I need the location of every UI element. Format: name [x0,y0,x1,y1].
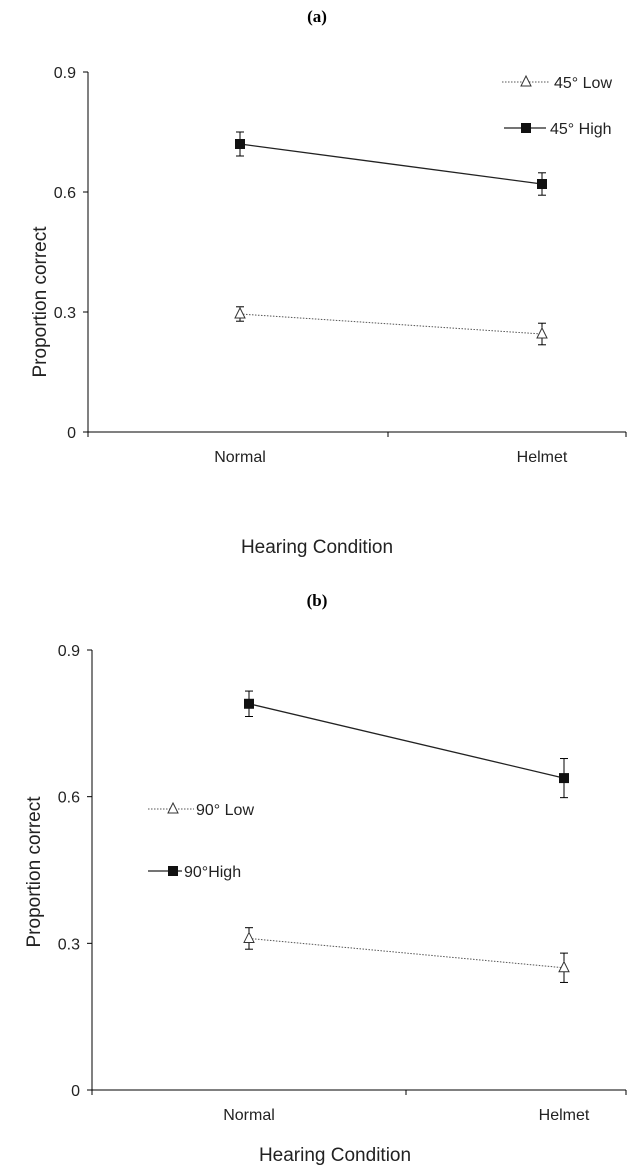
panel-b-label: (b) [307,591,328,610]
panel-a: (a) Proportion correct Hearing Condition… [30,7,627,558]
data-point-square [235,139,245,149]
y-tick-label: 0.3 [58,936,80,953]
y-tick-label: 0 [71,1083,80,1100]
legend-label-45-low: 45° Low [554,75,612,92]
data-point-triangle [558,960,570,973]
panel-a-x-axis-title: Hearing Condition [241,537,393,558]
data-point-square [244,698,254,709]
y-tick-label: 0.6 [54,185,76,202]
panel-b-y-axis-title: Proportion correct [24,796,45,948]
series-line [239,143,543,185]
panel-a-y-ticks: 0 0.3 0.6 0.9 [54,65,88,442]
legend-triangle-marker [167,801,179,814]
panel-b-y-ticks: 0 0.3 0.6 0.9 [58,643,92,1100]
legend-triangle-marker [520,74,532,87]
y-tick-label: 0.3 [54,305,76,322]
series-line [248,937,565,969]
panel-b-legend: 90° Low 90°High [148,801,254,881]
data-point-triangle [234,306,246,319]
y-tick-label: 0 [67,425,76,442]
x-tick-label: Normal [223,1107,275,1124]
panel-a-y-axis-title: Proportion correct [30,226,51,378]
x-tick-label: Helmet [539,1107,590,1124]
series-line [239,313,543,335]
legend-label-90-low: 90° Low [196,802,254,819]
panel-b-x-ticks: Normal Helmet [91,1090,627,1124]
data-point-triangle [243,931,255,943]
panel-a-legend: 45° Low 45° High [502,74,612,138]
series-line [248,703,565,779]
legend-square-marker [168,866,178,876]
x-tick-label: Helmet [517,449,568,466]
y-tick-label: 0.9 [54,65,76,82]
panel-a-label: (a) [307,7,327,26]
legend-item-90-low: 90° Low [148,801,254,819]
panel-a-x-ticks: Normal Helmet [87,432,627,466]
panel-b-series [243,690,570,983]
panel-a-series [234,131,548,346]
legend-label-45-high: 45° High [550,121,612,138]
x-tick-label: Normal [214,449,266,466]
legend-item-90-high: 90°High [148,864,241,881]
data-point-square [559,773,569,784]
legend-label-90-high: 90°High [184,864,241,881]
legend-item-45-high: 45° High [504,121,612,138]
panel-b: (b) Proportion correct Hearing Condition… [24,591,627,1166]
y-tick-label: 0.6 [58,790,80,807]
panel-b-x-axis-title: Hearing Condition [259,1145,411,1166]
data-point-triangle [536,326,548,339]
y-tick-label: 0.9 [58,643,80,660]
legend-item-45-low: 45° Low [502,74,612,92]
data-point-square [537,179,547,189]
legend-square-marker [521,123,531,133]
